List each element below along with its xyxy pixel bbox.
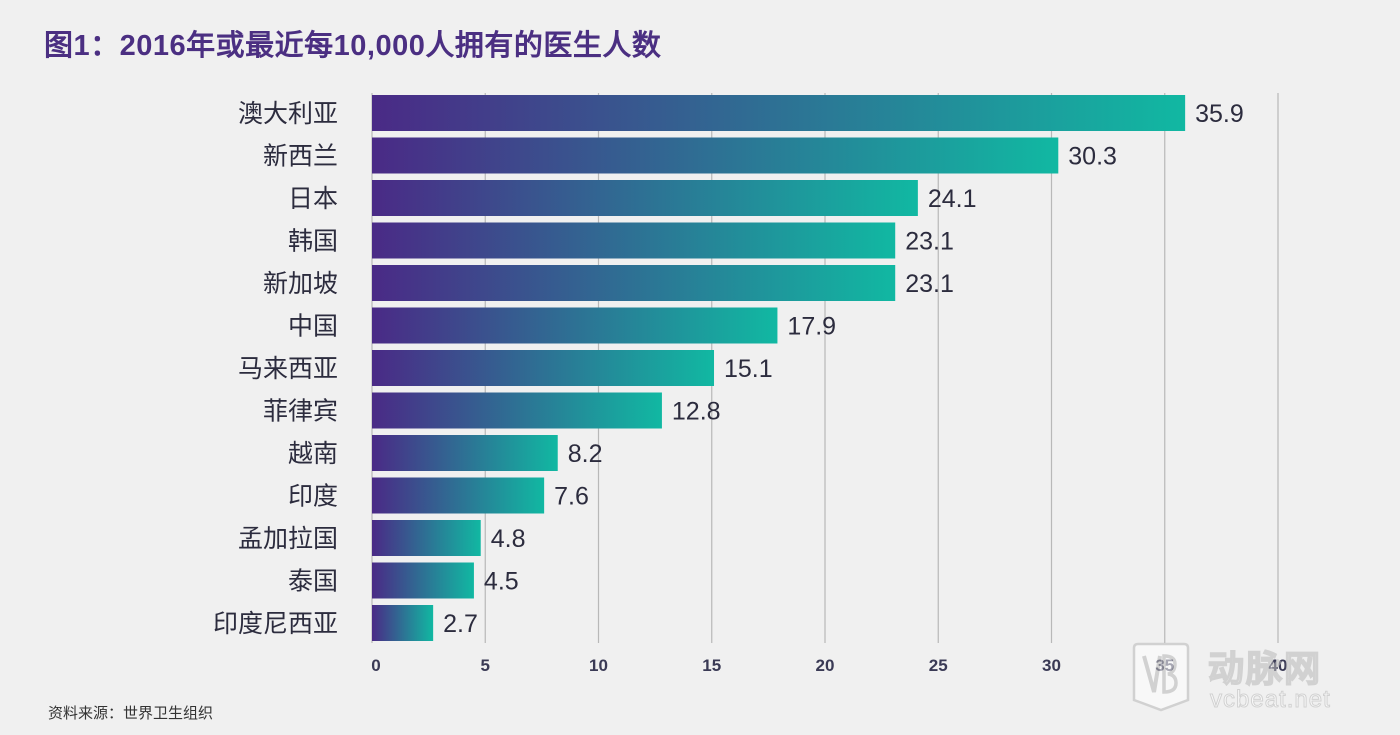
bar bbox=[372, 435, 558, 471]
watermark: 动脉网 vcbeat.net bbox=[1130, 640, 1390, 716]
x-tick-label: 40 bbox=[1269, 656, 1288, 675]
category-label: 新加坡 bbox=[263, 270, 338, 298]
category-label: 菲律宾 bbox=[263, 398, 338, 426]
value-label: 4.8 bbox=[491, 525, 526, 553]
x-tick-label: 5 bbox=[481, 656, 490, 675]
value-label: 35.9 bbox=[1195, 100, 1244, 128]
bar bbox=[372, 307, 778, 344]
value-label: 7.6 bbox=[554, 483, 589, 511]
value-label: 30.3 bbox=[1068, 143, 1117, 171]
value-label: 17.9 bbox=[787, 313, 836, 341]
value-label: 8.2 bbox=[568, 440, 603, 468]
chart-title: 图1：2016年或最近每10,000人拥有的医生人数 bbox=[44, 30, 662, 62]
watermark-brand-en: vcbeat.net bbox=[1210, 686, 1331, 714]
x-tick-label: 20 bbox=[816, 656, 835, 675]
x-tick-label: 15 bbox=[702, 656, 721, 675]
value-label: 24.1 bbox=[928, 185, 977, 213]
value-label: 15.1 bbox=[724, 355, 773, 383]
category-label: 韩国 bbox=[288, 228, 338, 256]
bar bbox=[372, 562, 474, 599]
category-label: 澳大利亚 bbox=[238, 100, 338, 128]
bar bbox=[372, 520, 481, 556]
category-label: 越南 bbox=[288, 440, 338, 468]
value-labels: 35.9 30.3 24.1 23.1 23.1 17.9 15.112.8 8.2 7.6 4.… bbox=[443, 100, 1244, 638]
category-label: 日本 bbox=[288, 185, 338, 213]
bars bbox=[372, 95, 1186, 641]
category-label: 印度尼西亚 bbox=[213, 610, 338, 638]
bar bbox=[372, 137, 1059, 174]
category-label: 马来西亚 bbox=[238, 355, 338, 383]
x-tick-label: 0 bbox=[371, 656, 380, 675]
category-label: 中国 bbox=[288, 313, 338, 341]
bar bbox=[372, 350, 715, 386]
value-label: 23.1 bbox=[905, 270, 954, 298]
value-label: 2.7 bbox=[443, 610, 478, 638]
value-label: 4.5 bbox=[484, 568, 519, 596]
source-note: 资料来源：世界卫生组织 bbox=[48, 705, 214, 722]
vcbeat-logo-icon bbox=[1132, 642, 1190, 712]
category-label: 新西兰 bbox=[263, 143, 338, 171]
x-tick-label: 10 bbox=[589, 656, 608, 675]
watermark-brand-cn: 动脉网 bbox=[1207, 647, 1323, 690]
x-tick-label: 30 bbox=[1042, 656, 1061, 675]
category-label: 孟加拉国 bbox=[238, 525, 338, 553]
bar bbox=[372, 265, 896, 301]
bar bbox=[372, 95, 1186, 131]
bar bbox=[372, 605, 434, 641]
x-tick-label: 25 bbox=[929, 656, 948, 675]
value-label: 23.1 bbox=[905, 228, 954, 256]
bar bbox=[372, 392, 662, 429]
category-label: 泰国 bbox=[288, 568, 338, 596]
bar bbox=[372, 477, 545, 514]
bar bbox=[372, 180, 918, 216]
category-label: 印度 bbox=[288, 483, 338, 511]
bar bbox=[372, 222, 896, 259]
value-label: 12.8 bbox=[672, 398, 721, 426]
